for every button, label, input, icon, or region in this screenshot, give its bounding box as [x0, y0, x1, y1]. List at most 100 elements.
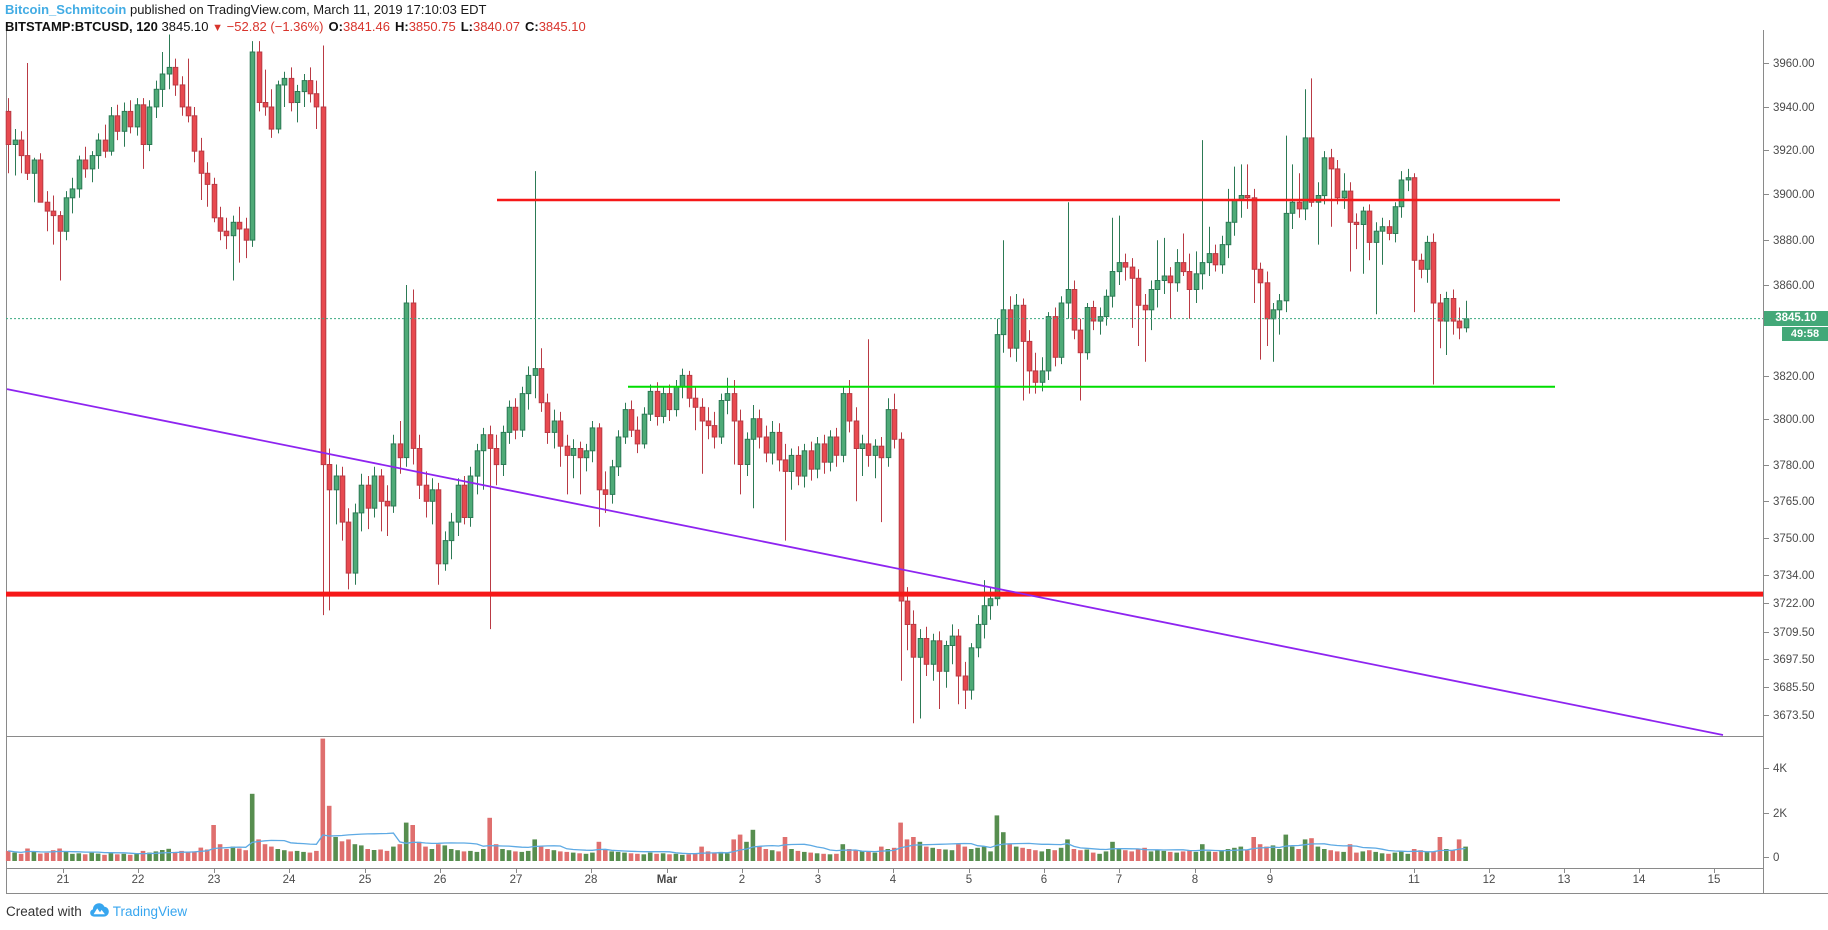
- candle: [1456, 320, 1463, 329]
- price-tick-label: 3673.50: [1773, 710, 1815, 722]
- candle: [750, 418, 757, 440]
- candle: [1212, 253, 1219, 266]
- volume-bar: [885, 849, 891, 861]
- volume-bar: [1373, 851, 1378, 861]
- candle: [320, 106, 327, 466]
- candle: [699, 406, 706, 422]
- candle: [1186, 271, 1193, 290]
- volume-bar: [853, 850, 858, 861]
- volume-bar: [275, 849, 281, 861]
- candle: [480, 434, 487, 452]
- volume-bar: [1129, 851, 1134, 861]
- volume-bar: [18, 853, 24, 861]
- volume-bar: [570, 852, 576, 861]
- candle: [634, 429, 641, 445]
- created-with-footer: Created with TradingView: [6, 903, 187, 920]
- candle: [24, 155, 31, 174]
- price-tick-label: 3709.50: [1773, 627, 1815, 639]
- candle: [1026, 340, 1033, 372]
- volume-bar: [898, 822, 903, 861]
- volume-bar: [1405, 853, 1411, 861]
- volume-bar: [391, 846, 396, 861]
- candle: [962, 675, 969, 691]
- candle: [1296, 201, 1303, 210]
- candle: [679, 374, 686, 388]
- volume-bar: [1046, 849, 1051, 861]
- volume-bar: [1360, 851, 1366, 861]
- candle: [564, 445, 571, 456]
- candle: [134, 104, 141, 128]
- volume-bar: [333, 837, 338, 861]
- volume-bar: [988, 851, 993, 861]
- time-axis[interactable]: 21 22 23 24 25 26 27 28 Mar 2 3 4 5 6 7 8 9 11 12 13 14 15: [57, 868, 1721, 886]
- candle: [968, 647, 975, 691]
- candle: [326, 464, 333, 491]
- candle: [808, 450, 815, 470]
- candle: [596, 427, 603, 491]
- candle: [108, 115, 115, 152]
- candle: [423, 484, 430, 502]
- candle: [544, 402, 551, 433]
- volume-bar: [326, 805, 332, 861]
- volume-bar: [1116, 849, 1122, 861]
- volume-bar: [5, 850, 11, 861]
- time-tick-label: 14: [1633, 874, 1646, 886]
- volume-bar: [1058, 847, 1064, 861]
- volume-bar: [500, 849, 505, 861]
- volume-bar: [654, 853, 659, 861]
- volume-bar: [1399, 851, 1404, 861]
- volume-bar: [609, 851, 614, 861]
- candle: [506, 406, 513, 433]
- candle: [609, 466, 616, 495]
- price-axis[interactable]: 3960.00 3940.00 3920.00 3900.00 3880.00 3860.…: [1763, 58, 1815, 864]
- volume-bar: [911, 837, 916, 861]
- published-text: published on TradingView.com, March 11, …: [126, 2, 487, 17]
- volume-bar: [1007, 844, 1012, 861]
- candle: [737, 420, 744, 465]
- candle: [744, 438, 751, 465]
- tradingview-brand-link[interactable]: TradingView: [112, 904, 188, 919]
- candle: [1180, 262, 1187, 273]
- candle: [1411, 177, 1418, 261]
- candle: [1161, 275, 1168, 281]
- candles-layer: [5, 34, 1470, 724]
- candle: [223, 230, 230, 237]
- high-value: 3850.75: [408, 19, 456, 34]
- candle: [814, 443, 821, 470]
- volume-bar: [1418, 850, 1423, 861]
- candle: [878, 445, 885, 459]
- volume-bar: [1431, 851, 1436, 861]
- high-label: H:: [394, 19, 409, 34]
- candle: [448, 521, 455, 542]
- candle: [538, 368, 545, 404]
- volume-bar: [1463, 846, 1468, 861]
- candle: [1424, 241, 1431, 270]
- candle: [461, 484, 468, 519]
- volume-bar: [866, 851, 871, 861]
- volume-bar: [57, 848, 62, 861]
- volume-bar: [95, 853, 101, 861]
- candle: [114, 115, 121, 132]
- volume-bar: [975, 847, 980, 861]
- volume-bar: [615, 851, 621, 861]
- volume-bar: [962, 846, 968, 861]
- descending-trendline[interactable]: [6, 388, 1724, 736]
- volume-bar: [808, 852, 813, 861]
- candle: [146, 106, 153, 145]
- chart-frame: [6, 30, 1828, 894]
- volume-bar: [994, 815, 1000, 861]
- volume-bar: [384, 850, 390, 861]
- candle: [615, 436, 622, 468]
- volume-bar: [891, 847, 897, 861]
- volume-bar: [1206, 851, 1212, 861]
- price-tick-label: 3750.00: [1773, 533, 1815, 545]
- volume-bar: [70, 853, 75, 861]
- author-link[interactable]: Bitcoin_Schmitcoin: [5, 2, 127, 17]
- volume-bar: [1212, 851, 1218, 861]
- candle: [981, 605, 988, 625]
- candle: [1276, 300, 1283, 311]
- candle: [442, 540, 449, 565]
- volume-bar: [1039, 851, 1045, 861]
- candle: [577, 448, 584, 459]
